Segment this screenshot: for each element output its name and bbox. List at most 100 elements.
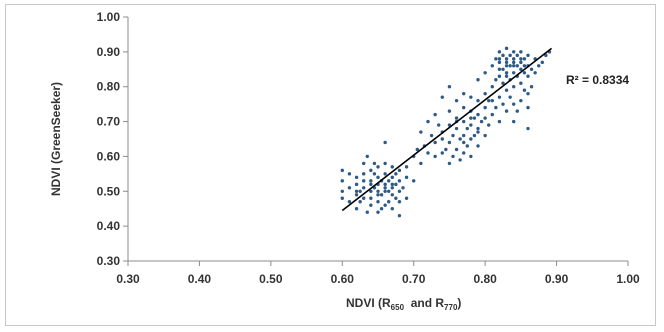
data-point bbox=[522, 57, 527, 61]
data-point bbox=[354, 207, 359, 211]
data-point bbox=[487, 98, 491, 103]
data-point bbox=[497, 67, 502, 71]
y-tick-label: 0.70 bbox=[97, 115, 121, 129]
data-point bbox=[340, 179, 344, 183]
data-point bbox=[465, 126, 469, 131]
data-point bbox=[519, 98, 523, 103]
data-point bbox=[447, 85, 452, 89]
y-axis: 0.30 0.40 0.50 0.60 0.70 0.80 0.90 1.00 bbox=[97, 10, 129, 268]
y-tick-label: 0.30 bbox=[97, 254, 121, 268]
data-point bbox=[347, 186, 352, 190]
data-point bbox=[354, 189, 359, 193]
data-point bbox=[376, 193, 380, 197]
data-point bbox=[476, 78, 480, 82]
data-point bbox=[512, 85, 516, 89]
data-point bbox=[469, 123, 473, 127]
data-point bbox=[440, 95, 444, 99]
data-point bbox=[490, 98, 494, 103]
data-point bbox=[404, 165, 409, 169]
x-tick-label: 0.90 bbox=[545, 272, 569, 286]
x-tick-label: 0.50 bbox=[259, 272, 283, 286]
data-point bbox=[497, 50, 502, 54]
x-tick-label: 0.40 bbox=[188, 272, 212, 286]
data-point bbox=[454, 147, 459, 152]
data-point bbox=[379, 193, 384, 197]
x-tick-label: 0.60 bbox=[331, 272, 355, 286]
data-point bbox=[512, 64, 516, 68]
data-point bbox=[397, 179, 402, 183]
data-point bbox=[519, 50, 523, 54]
data-point bbox=[340, 189, 344, 193]
data-point bbox=[376, 189, 380, 193]
data-point bbox=[462, 91, 466, 96]
data-point bbox=[476, 126, 480, 131]
data-point bbox=[454, 116, 459, 120]
data-point bbox=[487, 123, 491, 127]
y-tick-label: 0.90 bbox=[97, 45, 121, 59]
data-point bbox=[458, 137, 462, 141]
data-point bbox=[515, 64, 519, 68]
data-point bbox=[429, 133, 434, 138]
y-tick-label: 0.60 bbox=[97, 149, 121, 163]
data-point bbox=[412, 179, 416, 183]
data-point bbox=[340, 196, 344, 200]
data-point bbox=[504, 71, 509, 75]
data-point bbox=[469, 154, 473, 159]
x-axis-title-sub2: 770 bbox=[444, 303, 458, 312]
data-point bbox=[476, 112, 480, 117]
data-point bbox=[440, 151, 444, 155]
data-point bbox=[390, 175, 394, 180]
y-tick-label: 0.50 bbox=[97, 184, 121, 198]
data-point bbox=[394, 182, 398, 187]
data-point bbox=[526, 126, 530, 131]
data-point bbox=[504, 64, 509, 68]
data-point bbox=[479, 119, 484, 124]
data-point bbox=[483, 116, 487, 120]
data-point bbox=[354, 193, 359, 197]
data-point bbox=[433, 112, 437, 117]
data-point bbox=[369, 196, 373, 200]
data-point bbox=[372, 161, 377, 166]
data-point bbox=[490, 85, 494, 89]
data-point bbox=[390, 182, 394, 187]
data-point bbox=[433, 140, 437, 145]
data-point bbox=[476, 98, 480, 103]
data-point bbox=[515, 109, 519, 113]
data-point bbox=[508, 95, 512, 99]
data-point bbox=[447, 161, 452, 166]
data-point bbox=[512, 57, 516, 61]
data-point bbox=[376, 175, 380, 180]
data-point bbox=[504, 60, 509, 65]
data-point bbox=[362, 186, 366, 190]
data-point bbox=[462, 151, 466, 155]
data-point bbox=[365, 210, 369, 214]
data-point bbox=[379, 207, 384, 211]
data-point bbox=[497, 119, 502, 124]
x-axis-title: NDVI (R650 and R770) bbox=[346, 296, 461, 312]
data-point bbox=[426, 119, 430, 124]
data-point bbox=[390, 193, 394, 197]
data-point bbox=[497, 74, 502, 78]
data-point bbox=[476, 130, 480, 134]
x-axis-title-main: NDVI (R bbox=[346, 296, 391, 310]
data-point bbox=[458, 158, 462, 162]
data-point bbox=[387, 179, 391, 183]
data-point bbox=[369, 189, 373, 193]
data-point bbox=[490, 112, 494, 117]
data-point bbox=[497, 95, 502, 99]
data-point bbox=[483, 91, 487, 96]
data-point bbox=[390, 186, 394, 190]
r-squared-annotation: R² = 0.8334 bbox=[566, 73, 629, 87]
data-point bbox=[387, 200, 391, 204]
data-point bbox=[383, 161, 387, 166]
data-point bbox=[526, 53, 530, 58]
data-point bbox=[362, 196, 366, 200]
data-point bbox=[533, 71, 537, 75]
data-point bbox=[397, 168, 402, 173]
data-point bbox=[451, 154, 455, 159]
data-point bbox=[519, 67, 523, 71]
data-point bbox=[454, 126, 459, 131]
data-point bbox=[454, 98, 459, 103]
data-point bbox=[369, 168, 373, 173]
data-point bbox=[508, 53, 512, 58]
